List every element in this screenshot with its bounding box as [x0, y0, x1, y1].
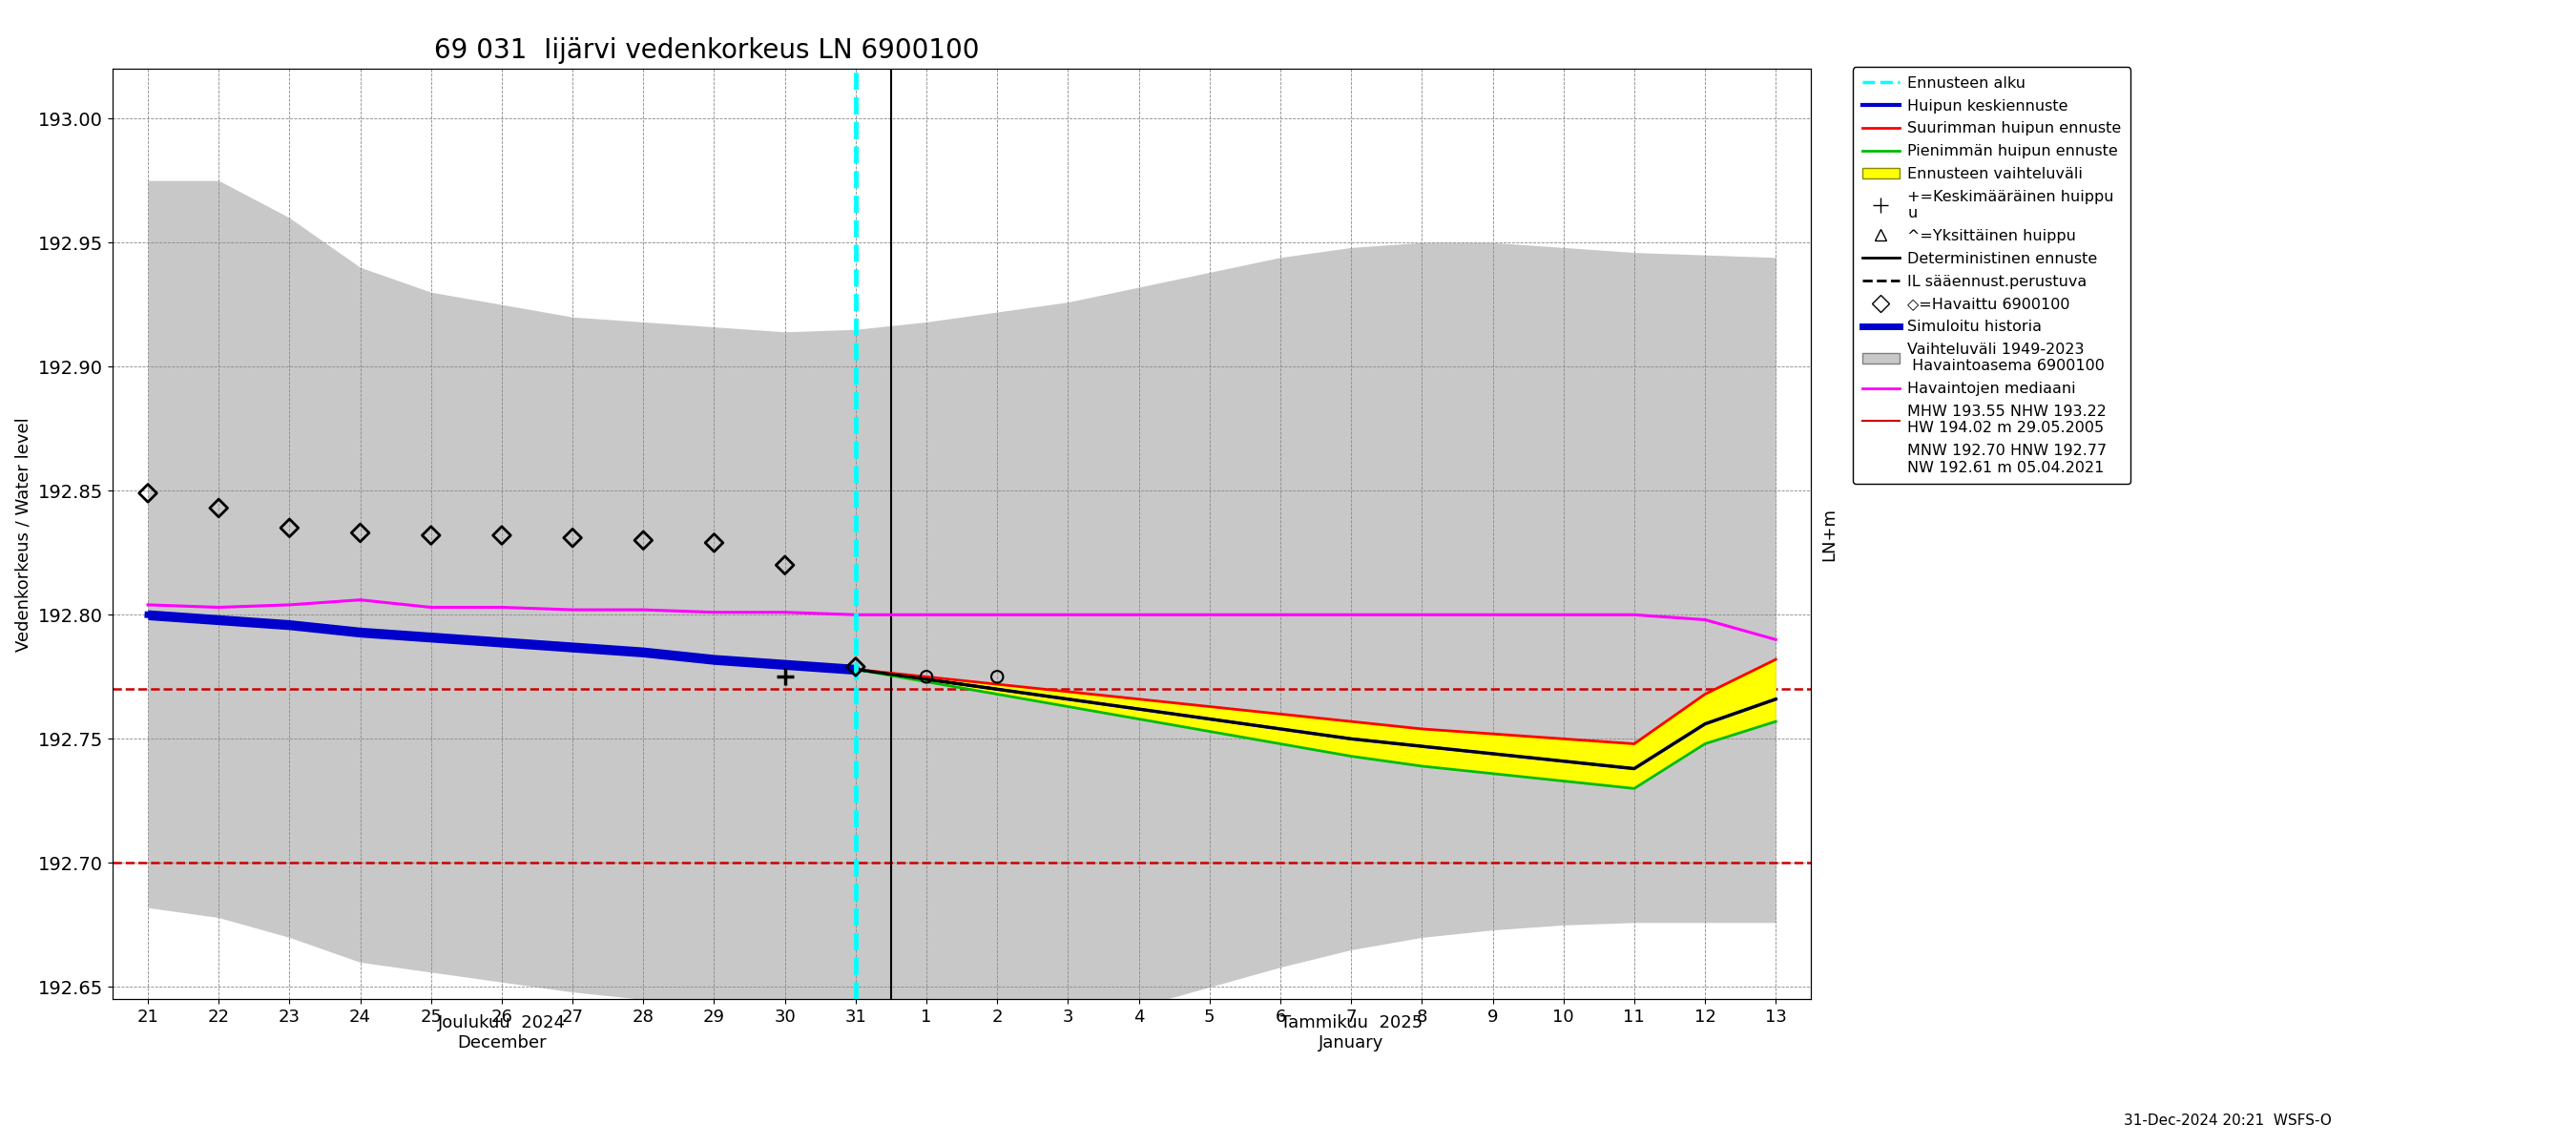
- Point: [410, 527, 451, 545]
- Title: 69 031  Iijärvi vedenkorkeus LN 6900100: 69 031 Iijärvi vedenkorkeus LN 6900100: [435, 37, 979, 64]
- Point: [765, 556, 806, 575]
- Point: [693, 534, 734, 552]
- Point: [551, 529, 592, 547]
- Y-axis label: LN+m: LN+m: [1821, 507, 1839, 561]
- Point: [907, 668, 948, 686]
- Text: Tammikuu  2025
January: Tammikuu 2025 January: [1280, 1014, 1422, 1051]
- Text: Joulukuu  2024
December: Joulukuu 2024 December: [438, 1014, 567, 1051]
- Point: [623, 531, 665, 550]
- Point: [198, 499, 240, 518]
- Point: [976, 668, 1018, 686]
- Point: [268, 519, 309, 537]
- Y-axis label: Vedenkorkeus / Water level: Vedenkorkeus / Water level: [15, 417, 31, 652]
- Point: [126, 484, 167, 503]
- Point: [482, 527, 523, 545]
- Text: 31-Dec-2024 20:21  WSFS-O: 31-Dec-2024 20:21 WSFS-O: [2123, 1113, 2331, 1128]
- Legend: Ennusteen alku, Huipun keskiennuste, Suurimman huipun ennuste, Pienimmän huipun : Ennusteen alku, Huipun keskiennuste, Suu…: [1852, 68, 2130, 484]
- Point: [765, 668, 806, 686]
- Point: [835, 657, 876, 676]
- Point: [340, 523, 381, 542]
